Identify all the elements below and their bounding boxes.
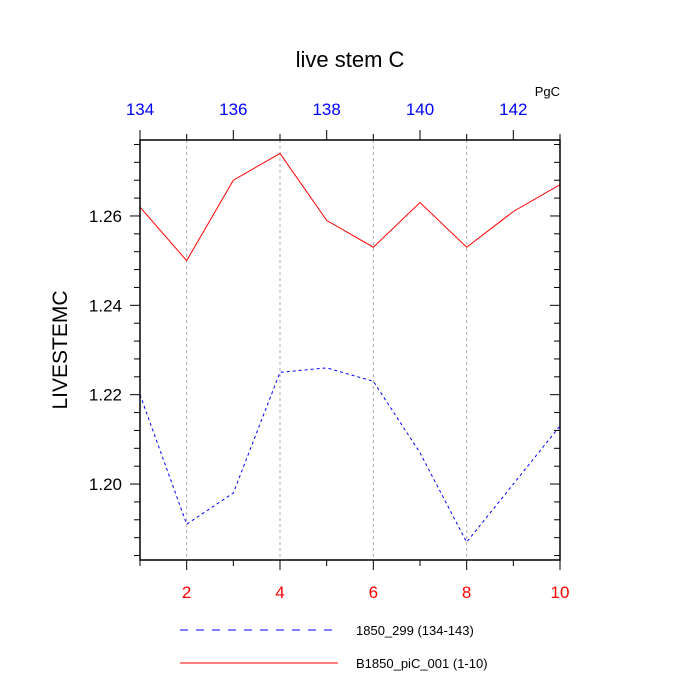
- y-axis-label: LIVESTEMC: [49, 290, 72, 409]
- x-tick-label: 6: [369, 583, 378, 602]
- axes: 2 4 6 8 10 134 136 138 140 142 1.20 1.22 1.24 1.26: [89, 100, 570, 602]
- grid: [186, 140, 468, 560]
- y-tick-label: 1.20: [89, 475, 122, 494]
- series-line-1: [139, 367, 561, 544]
- x-tick-label: 2: [182, 583, 191, 602]
- x-top-tick-label: 136: [219, 100, 247, 119]
- x-top-tick-label: 140: [406, 100, 434, 119]
- chart-title: live stem C: [296, 47, 405, 72]
- x-top-tick-label: 134: [126, 100, 154, 119]
- x-top-tick-label: 142: [499, 100, 527, 119]
- y-tick-label: 1.22: [89, 386, 122, 405]
- legend-label: B1850_piC_001 (1-10): [356, 656, 488, 671]
- y-tick-label: 1.24: [89, 296, 122, 315]
- plot-frame: [139, 139, 561, 561]
- series-group: [139, 152, 561, 544]
- legend-label: 1850_299 (134-143): [356, 623, 474, 638]
- series-line-2: [139, 152, 561, 262]
- x-tick-label: 10: [551, 583, 570, 602]
- legend: 1850_299 (134-143) B1850_piC_001 (1-10): [180, 623, 488, 671]
- units-label: PgC: [535, 84, 560, 99]
- x-top-tick-label: 138: [312, 100, 340, 119]
- x-tick-label: 4: [275, 583, 284, 602]
- y-tick-label: 1.26: [89, 207, 122, 226]
- x-tick-label: 8: [462, 583, 471, 602]
